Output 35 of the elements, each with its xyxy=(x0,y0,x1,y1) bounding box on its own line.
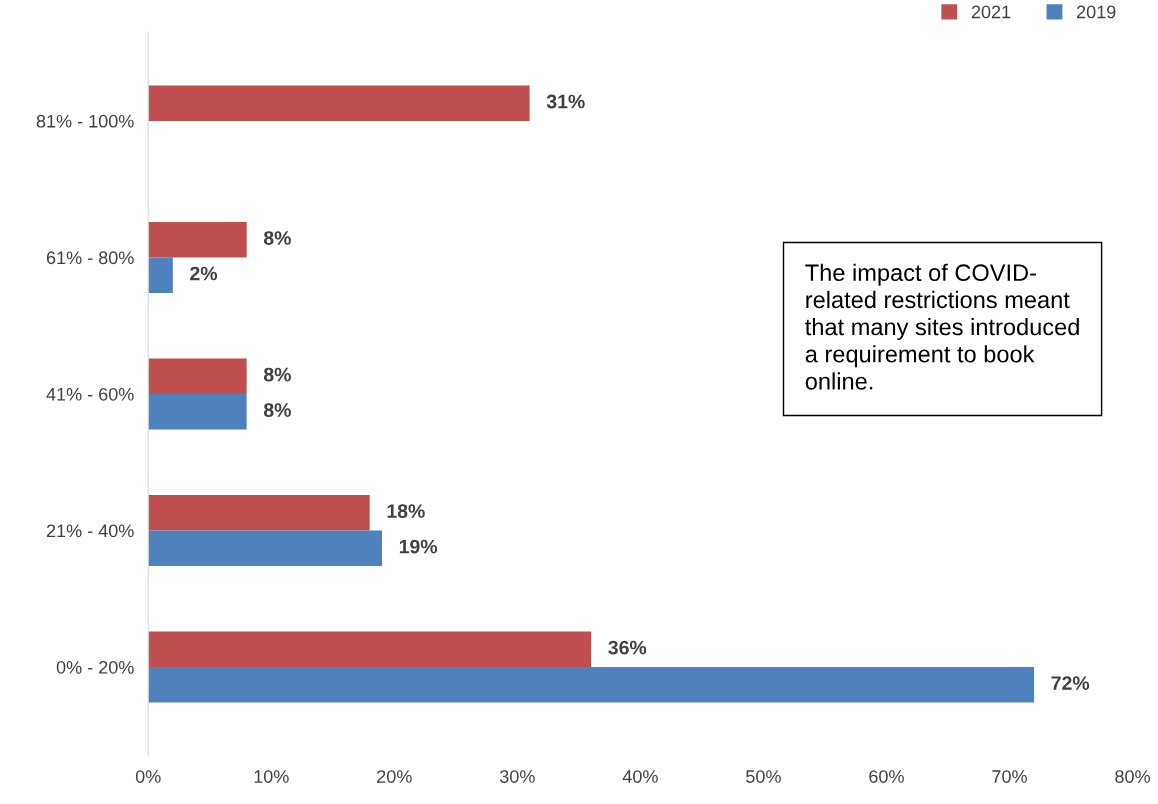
bar xyxy=(148,358,247,394)
x-tick-label: 60% xyxy=(869,770,904,783)
x-tick-label: 0% xyxy=(135,770,161,783)
bar xyxy=(148,257,173,293)
data-label: 72% xyxy=(1051,676,1090,690)
bar xyxy=(148,221,247,258)
data-label: 36% xyxy=(608,640,647,655)
y-tick-label: 21% - 40% xyxy=(46,524,134,538)
bar xyxy=(148,667,1035,703)
y-tick-label: 0% - 20% xyxy=(56,660,134,674)
x-tick-label: 70% xyxy=(992,770,1027,783)
data-label: 8% xyxy=(263,367,291,382)
data-label: 18% xyxy=(387,504,425,518)
x-tick-label: 80% xyxy=(1115,770,1150,783)
y-tick-label: 61% - 80% xyxy=(46,251,134,265)
annotation: The impact of COVID- related restrictions meant that many sites introduced a requirement to book online. xyxy=(805,263,1079,390)
y-tick-label: 41% - 60% xyxy=(46,387,134,401)
data-label: 2% xyxy=(190,266,218,281)
data-label: 8% xyxy=(263,231,291,245)
bar xyxy=(148,85,530,121)
x-tick-label: 50% xyxy=(746,770,781,783)
bar xyxy=(148,631,592,668)
x-tick-label: 40% xyxy=(622,770,658,783)
x-tick-label: 30% xyxy=(499,770,535,783)
y-tick-label: 81% - 100% xyxy=(36,114,134,128)
legend-label: 2019 xyxy=(1077,5,1116,19)
data-label: 19% xyxy=(399,539,438,554)
x-tick-label: 20% xyxy=(377,770,412,783)
x-tick-label: 10% xyxy=(254,770,289,783)
bar xyxy=(148,530,382,566)
legend-label: 2021 xyxy=(971,5,1011,19)
data-label: 8% xyxy=(263,403,291,417)
data-label: 31% xyxy=(546,94,585,109)
bar xyxy=(148,494,370,531)
bar xyxy=(148,393,247,430)
